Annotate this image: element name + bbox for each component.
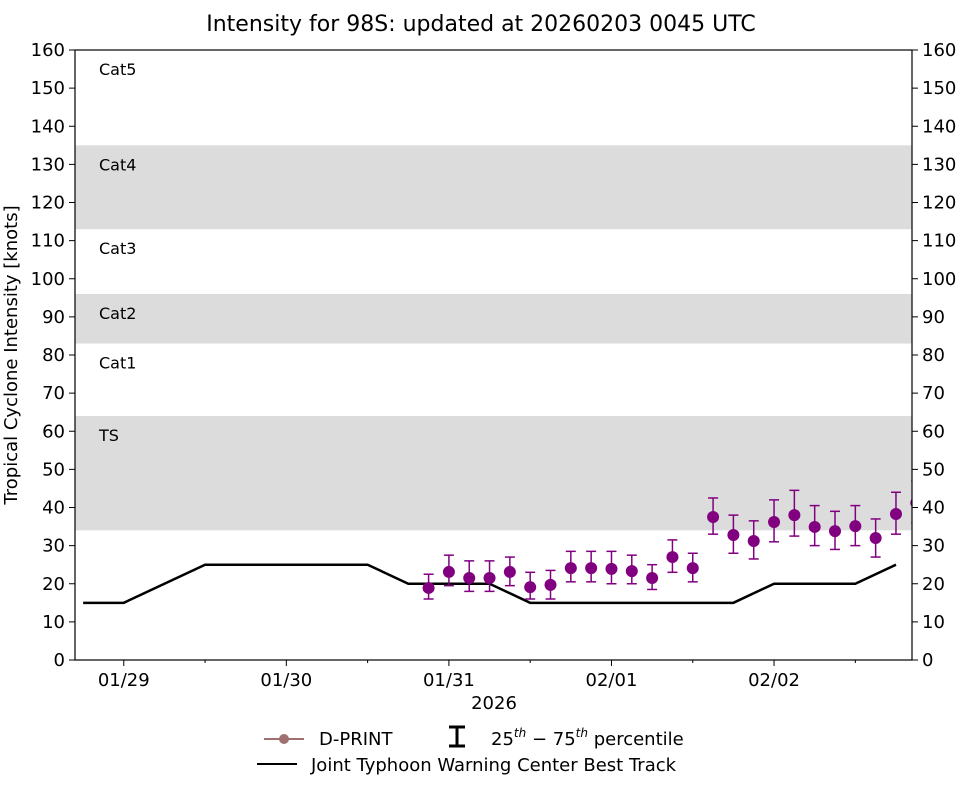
dprint-point <box>768 515 781 528</box>
y-tick-label-left: 130 <box>31 154 65 175</box>
y-tick-label-left: 50 <box>42 459 65 480</box>
dprint-point <box>483 572 496 585</box>
legend: D-PRINT 25th − 75th percentile Joint Typ… <box>257 725 684 776</box>
y-tick-label-right: 140 <box>922 116 956 137</box>
dprint-point <box>666 551 679 564</box>
y-tick-label-right: 90 <box>922 307 945 328</box>
y-tick-label-left: 10 <box>42 612 65 633</box>
legend-dprint-label: D-PRINT <box>319 729 393 750</box>
legend-percentile-label: 25th − 75th percentile <box>491 726 684 750</box>
dprint-point <box>585 562 598 575</box>
y-tick-label-right: 120 <box>922 193 956 214</box>
x-tick-label: 02/01 <box>586 670 638 691</box>
band-label-cat1: Cat1 <box>99 354 136 373</box>
dprint-point <box>442 565 455 578</box>
y-tick-label-left: 110 <box>31 231 65 252</box>
y-tick-label-left: 60 <box>42 421 65 442</box>
y-axes: 0 0 10 10 20 20 30 30 40 40 50 50 60 60 70 70 80 80 90 90 10… <box>31 40 957 671</box>
y-tick-label-right: 160 <box>922 40 956 61</box>
legend-errorbar-icon <box>449 725 465 748</box>
x-axis: 01/29 01/30 01/31 02/01 02/02 <box>98 660 856 691</box>
series-layer <box>83 480 912 605</box>
dprint-point <box>849 520 862 533</box>
legend-dprint-marker <box>279 734 289 744</box>
dprint-point <box>605 562 618 575</box>
y-tick-label-right: 0 <box>922 650 933 671</box>
dprint-point <box>422 581 435 594</box>
dprint-series <box>422 480 912 600</box>
band-label-cat2: Cat2 <box>99 304 136 323</box>
y-tick-label-left: 100 <box>31 269 65 290</box>
chart-title: Intensity for 98S: updated at 20260203 0… <box>206 12 756 37</box>
y-axis-label: Tropical Cyclone Intensity [knots] <box>1 205 22 505</box>
y-tick-label-right: 150 <box>922 78 956 99</box>
y-tick-label-right: 100 <box>922 269 956 290</box>
dprint-point <box>788 509 801 522</box>
y-tick-label-right: 80 <box>922 345 945 366</box>
dprint-point <box>829 525 842 538</box>
legend-besttrack-label: Joint Typhoon Warning Center Best Track <box>310 755 677 776</box>
y-tick-label-left: 90 <box>42 307 65 328</box>
x-axis-label: 2026 <box>471 693 517 714</box>
y-tick-label-left: 140 <box>31 116 65 137</box>
plot-frame <box>74 49 913 661</box>
dprint-point <box>869 532 882 544</box>
y-tick-label-right: 110 <box>922 231 956 252</box>
x-tick-label: 02/02 <box>748 670 800 691</box>
band-label-cat4: Cat4 <box>99 155 136 174</box>
y-tick-label-right: 50 <box>922 459 945 480</box>
dprint-point <box>625 565 638 578</box>
category-bands: TS Cat1 Cat2 Cat3 Cat4 Cat5 <box>75 60 912 531</box>
y-tick-label-left: 160 <box>31 40 65 61</box>
y-tick-label-left: 40 <box>42 498 65 519</box>
y-tick-label-left: 120 <box>31 193 65 214</box>
y-tick-label-right: 30 <box>922 536 945 557</box>
y-tick-label-left: 150 <box>31 78 65 99</box>
x-tick-label: 01/31 <box>423 670 475 691</box>
band-label-ts: TS <box>98 426 119 445</box>
y-tick-label-right: 130 <box>922 154 956 175</box>
y-tick-label-right: 20 <box>922 574 945 595</box>
dprint-point <box>564 562 577 575</box>
dprint-point <box>808 520 821 533</box>
dprint-point <box>686 562 699 575</box>
y-tick-label-right: 70 <box>922 383 945 404</box>
band-ts <box>75 416 912 531</box>
y-tick-label-left: 0 <box>54 650 65 671</box>
x-tick-label: 01/30 <box>260 670 312 691</box>
dprint-point <box>463 572 476 585</box>
dprint-point <box>889 507 902 520</box>
y-tick-label-right: 40 <box>922 498 945 519</box>
y-tick-label-left: 30 <box>42 536 65 557</box>
dprint-point <box>707 511 720 524</box>
band-cat4 <box>75 145 912 230</box>
band-label-cat5: Cat5 <box>99 60 136 79</box>
y-tick-label-left: 70 <box>42 383 65 404</box>
y-tick-label-left: 20 <box>42 574 65 595</box>
band-cat2 <box>75 294 912 344</box>
y-tick-label-right: 60 <box>922 421 945 442</box>
y-tick-label-right: 10 <box>922 612 945 633</box>
dprint-point <box>544 578 557 591</box>
band-label-cat3: Cat3 <box>99 239 136 258</box>
dprint-point <box>524 581 537 594</box>
dprint-point <box>646 572 659 585</box>
x-tick-label: 01/29 <box>98 670 150 691</box>
dprint-point <box>747 535 760 548</box>
dprint-point <box>503 565 516 578</box>
y-tick-label-left: 80 <box>42 345 65 366</box>
dprint-point <box>727 528 740 541</box>
